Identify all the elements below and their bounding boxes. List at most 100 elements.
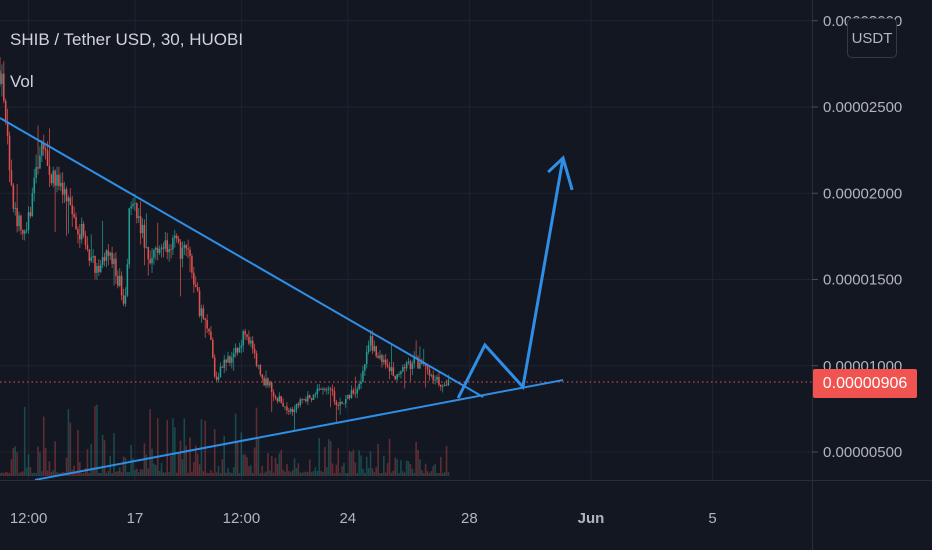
candle-body (314, 394, 317, 396)
volume-bar (320, 471, 322, 476)
candle-body (27, 212, 30, 230)
volume-bar (265, 471, 267, 476)
volume-bar (75, 472, 77, 476)
candle-body (1, 73, 3, 84)
volume-bar (232, 467, 235, 476)
volume-bar (117, 471, 119, 476)
candle-body (172, 238, 174, 250)
volume-bar (436, 472, 438, 476)
volume-bar (403, 472, 406, 476)
volume-bar (411, 468, 414, 476)
volume-bar (329, 441, 332, 476)
volume-bar (316, 471, 319, 476)
currency-button[interactable]: USDT (847, 18, 897, 58)
volume-bar (253, 447, 256, 476)
volume-bar (122, 456, 125, 476)
candle-body (367, 345, 370, 353)
lower-trendline[interactable] (34, 379, 564, 481)
candle-body (411, 363, 414, 369)
candle-body (213, 357, 216, 377)
volume-bar (354, 462, 357, 476)
volume-bar (440, 456, 442, 476)
volume-bar (276, 463, 279, 476)
volume-bar (289, 472, 292, 476)
volume-bar (160, 462, 163, 476)
candle-body (270, 382, 273, 393)
projection-path[interactable] (456, 157, 565, 399)
volume-bar (280, 450, 283, 476)
candle-body (113, 258, 115, 264)
volume-bar (179, 440, 182, 476)
volume-bar (360, 455, 362, 476)
volume-bar (149, 409, 151, 476)
volume-bar (413, 472, 416, 476)
candle-body (221, 366, 224, 368)
volume-bar (422, 472, 425, 476)
volume-bar (381, 472, 383, 476)
candle-body (327, 388, 330, 390)
candle-body (261, 374, 264, 379)
candle-body (46, 150, 49, 167)
candle-body (111, 252, 113, 264)
candle-body (42, 143, 45, 149)
volume-bar (293, 458, 296, 476)
candle-body (413, 356, 416, 364)
candle-body (269, 382, 271, 386)
candle-body (44, 148, 47, 151)
volume-bar (12, 447, 15, 476)
volume-bar (35, 472, 37, 476)
candle-body (250, 340, 252, 344)
volume-bar (37, 446, 39, 476)
time-axis[interactable]: 12:00 17 12:00 24 28 Jun 5 (10, 510, 717, 527)
candle-body (117, 275, 119, 286)
price-tick-label: 0.00001500 (823, 272, 902, 289)
candle-body (409, 361, 412, 369)
candle-body (194, 284, 197, 288)
candle-body (206, 319, 208, 329)
volume-bar (0, 472, 1, 476)
volume-bar (10, 459, 13, 476)
candle-body (162, 247, 165, 249)
candle-body (267, 378, 269, 386)
volume-bar (339, 472, 341, 476)
candle-body (6, 121, 9, 136)
candle-body (362, 370, 364, 382)
volume-bar (1, 472, 3, 476)
volume-bar (33, 472, 36, 476)
candle-body (310, 398, 313, 400)
volume-bar (371, 468, 374, 476)
candle-body (31, 193, 34, 216)
volume-bar (364, 472, 366, 476)
candle-body (75, 217, 77, 230)
arrow-head-icon[interactable] (547, 155, 574, 191)
volume-bar (312, 471, 315, 476)
volume-bar (115, 471, 117, 476)
time-tick-label: 17 (127, 510, 144, 527)
price-axis[interactable]: 0.000030000.000025000.000020000.00001500… (812, 13, 902, 461)
candle-body (210, 331, 212, 340)
volume-bar (261, 465, 264, 476)
symbol-title[interactable]: SHIB / Tether USD, 30, HUOBI (10, 30, 244, 49)
upper-trendline[interactable] (0, 117, 484, 398)
volume-bars (0, 404, 450, 476)
volume-bar (139, 469, 142, 476)
volume-bar (219, 472, 222, 476)
volume-bar (259, 472, 262, 476)
volume-bar (99, 472, 102, 476)
candle-body (234, 347, 237, 354)
candle-body (10, 170, 13, 186)
volume-bar (244, 454, 246, 476)
candle-body (155, 247, 157, 251)
volume-bar (248, 466, 250, 476)
volume-bar (386, 463, 389, 476)
volume-indicator-label[interactable]: Vol (10, 72, 34, 91)
candle-body (115, 258, 117, 276)
candle-body (371, 336, 374, 351)
drawings[interactable] (0, 117, 574, 481)
candle-body (12, 185, 15, 209)
volume-bar (229, 472, 231, 476)
candle-body (381, 355, 383, 363)
volume-bar (396, 459, 398, 476)
candle-body (251, 340, 254, 349)
